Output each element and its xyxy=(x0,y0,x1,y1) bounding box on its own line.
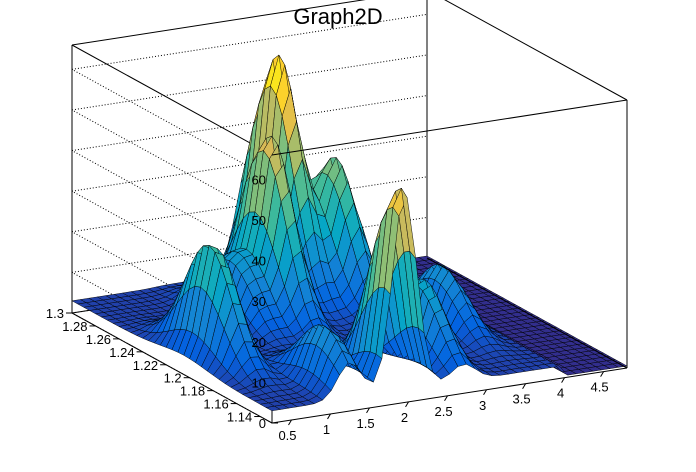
x-tick-label: 0.5 xyxy=(278,428,296,443)
z-tick-label: 20 xyxy=(252,335,266,350)
x-tick-mark xyxy=(561,377,566,383)
grid-line xyxy=(71,150,273,262)
x-tick-mark xyxy=(483,389,487,396)
x-tick-label: 3.5 xyxy=(513,392,531,407)
x-tick-label: 4.5 xyxy=(591,380,609,395)
z-tick-label: 60 xyxy=(252,172,266,187)
x-tick-label: 4 xyxy=(557,386,564,401)
chart-title: Graph2D xyxy=(293,4,382,29)
grid-line xyxy=(71,109,273,221)
x-tick-label: 2.5 xyxy=(435,404,453,419)
x-tick-mark xyxy=(522,383,527,389)
grid-line xyxy=(71,13,428,70)
x-tick-mark xyxy=(366,407,370,414)
y-tick-label: 1.26 xyxy=(86,332,111,347)
y-tick-label: 1.28 xyxy=(62,319,87,334)
front-edges xyxy=(271,0,628,424)
y-tick-label: 1.3 xyxy=(46,306,64,321)
x-tick-label: 1 xyxy=(323,422,330,437)
front-edge xyxy=(444,0,628,101)
y-tick-label: 1.16 xyxy=(203,397,228,412)
back-edge xyxy=(71,0,366,46)
x-tick-label: 1.5 xyxy=(356,416,374,431)
x-tick-mark xyxy=(288,419,292,426)
z-tick-label: 0 xyxy=(259,416,266,431)
front-edge xyxy=(426,257,628,369)
surface-mesh xyxy=(71,54,628,412)
z-tick-label: 50 xyxy=(252,213,266,228)
y-tick-label: 1.18 xyxy=(180,384,205,399)
x-tick-mark xyxy=(600,371,605,377)
front-edge xyxy=(271,99,628,156)
y-tick-label: 1.14 xyxy=(227,410,252,425)
y-tick-label: 1.24 xyxy=(109,345,134,360)
z-tick-label: 40 xyxy=(252,254,266,269)
x-tick-label: 3 xyxy=(479,398,486,413)
grid-line xyxy=(71,190,273,302)
y-axis-line xyxy=(71,312,273,424)
z-tick-label: 30 xyxy=(252,294,266,309)
x-tick-mark xyxy=(405,401,409,408)
y-tick-label: 1.22 xyxy=(133,358,158,373)
back-edge xyxy=(71,44,273,156)
x-tick-mark xyxy=(327,413,331,420)
tick-labels: 0 10 20 30 40 50 60 0.5 1 1.5 2 2.5 3 3.5 4 4.5 1.141.16… xyxy=(46,172,609,443)
grid-line xyxy=(71,54,428,111)
x-tick-label: 2 xyxy=(401,410,408,425)
y-tick-label: 1.2 xyxy=(164,371,182,386)
x-axis-line xyxy=(271,367,628,424)
x-tick-mark xyxy=(444,395,448,402)
grid-line xyxy=(71,68,273,180)
z-tick-label: 10 xyxy=(252,375,266,390)
